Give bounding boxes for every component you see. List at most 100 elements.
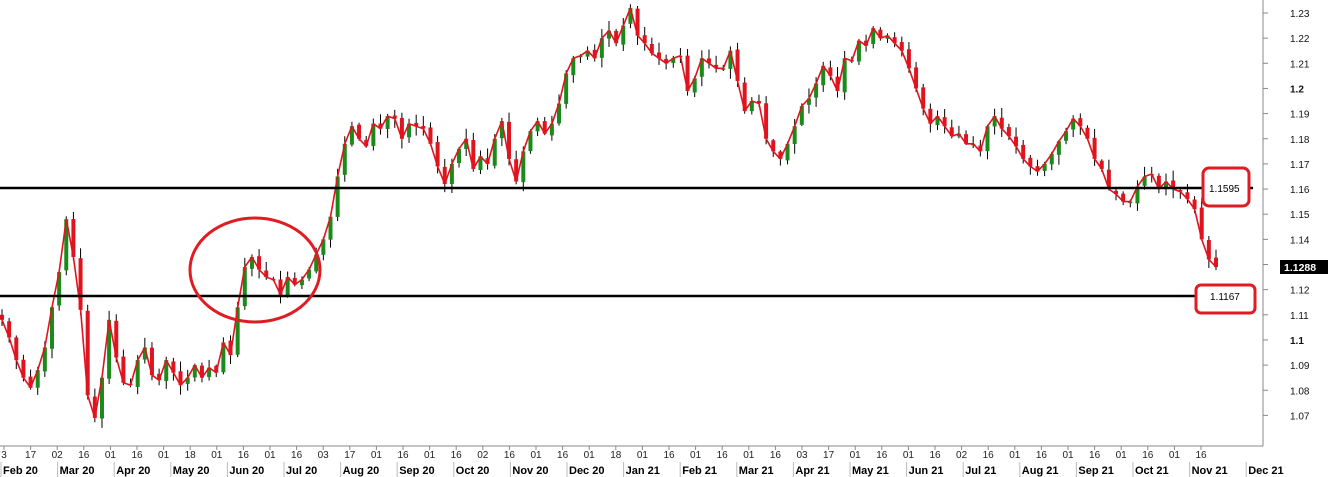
candle-body [207,367,212,377]
x-month-label: Aug 20 [343,465,380,477]
candle-body [692,78,697,93]
candle-body [178,371,183,386]
candle-body [235,307,240,355]
x-day-label: 16 [663,450,675,461]
y-tick-label: 1.18 [1290,135,1310,146]
candle-body [457,148,462,164]
x-month-label: Nov 21 [1192,465,1228,477]
candle-body [1121,193,1126,202]
candle-body [821,65,826,86]
y-tick-label: 1.15 [1290,210,1310,221]
x-day-label: 16 [1036,450,1048,461]
candle-body [528,131,533,152]
candle-body [221,342,226,373]
y-tick-label: 1.07 [1290,411,1310,422]
x-day-label: 01 [584,450,596,461]
x-month-label: Apr 20 [116,465,150,477]
candle-body [428,127,433,144]
candle-body [521,151,526,183]
candle-body [1021,144,1026,159]
x-month-label: May 20 [173,465,210,477]
candle-body [542,121,547,134]
candle-body [464,138,469,149]
candle-body [0,314,4,320]
x-axis: 3 17 02 16 01 16 01 18 01 16 01 16 03 17 01 16 01 16 02 16 0… [0,446,1284,477]
candle-body [157,373,162,381]
candle-body [1078,118,1083,127]
candle-body [999,117,1004,129]
candle-body [499,121,504,139]
candle-body [906,49,911,69]
candle-body [992,116,997,127]
candle-body [1085,127,1090,139]
x-day-label: 02 [52,450,64,461]
candle-body [806,98,811,105]
x-month-label: Jun 21 [909,465,944,477]
x-month-label: Jul 21 [965,465,996,477]
candle-body [714,64,719,69]
y-tick-label: 1.12 [1290,286,1310,297]
x-month-label: Sep 20 [399,465,434,477]
candle-body [771,140,776,152]
candle-body [449,163,454,185]
x-day-label: 16 [504,450,516,461]
candle-body [371,123,376,146]
x-day-label: 01 [850,450,862,461]
candle-body [1206,240,1211,260]
candle-body [435,141,440,167]
x-day-label: 16 [557,450,569,461]
candle-body [314,254,319,272]
candle-body [742,82,747,112]
candle-body [749,101,754,112]
y-tick-label: 1.17 [1290,160,1310,171]
candle-body [571,58,576,76]
y-tick-label: 1.09 [1290,361,1310,372]
candle-body [1156,175,1161,190]
candle-body [257,256,262,270]
candle-body [935,116,940,126]
x-day-label: 18 [185,450,197,461]
candle-body [942,117,947,127]
y-tick-label: 1.21 [1290,59,1310,70]
y-axis: 1.23 1.22 1.21 1.2 1.19 1.18 1.17 1.16 1.15 1.14 1… [1263,9,1310,422]
candle-body [756,100,761,104]
candle-body [1199,207,1204,240]
candle-body [407,123,412,138]
candle-body [921,87,926,109]
candle-body [471,140,476,169]
candle-body [1192,199,1197,210]
candle-body [85,310,90,396]
candle-body [878,29,883,39]
x-day-label: 01 [637,450,649,461]
candle-body [199,365,204,378]
candle-body [549,123,554,136]
candle-body [785,143,790,161]
candle-body [135,360,140,387]
level-highlight-box [1201,166,1251,208]
x-day-label: 01 [1062,450,1074,461]
candle-body [885,35,890,39]
candle-body [14,337,19,361]
candle-body [35,370,40,388]
x-day-label: 16 [131,450,143,461]
x-month-label: Feb 20 [3,465,38,477]
candle-body [264,270,269,278]
x-day-label: 16 [717,450,729,461]
candle-body [664,58,669,64]
candle-body [892,37,897,44]
candle-body [621,25,626,45]
candle-body [564,73,569,104]
candle-body [607,30,611,39]
level-label: 1.1167 [1210,292,1240,303]
candle-body [635,8,640,36]
candle-body [1114,190,1119,195]
candle-body [7,321,12,338]
annotations [188,216,322,324]
candle-body [149,347,154,376]
x-month-label: Jun 20 [229,465,264,477]
candle-body [656,52,661,59]
chart-frame [0,0,1264,447]
x-day-label: 01 [264,450,276,461]
candle-body [856,40,861,62]
